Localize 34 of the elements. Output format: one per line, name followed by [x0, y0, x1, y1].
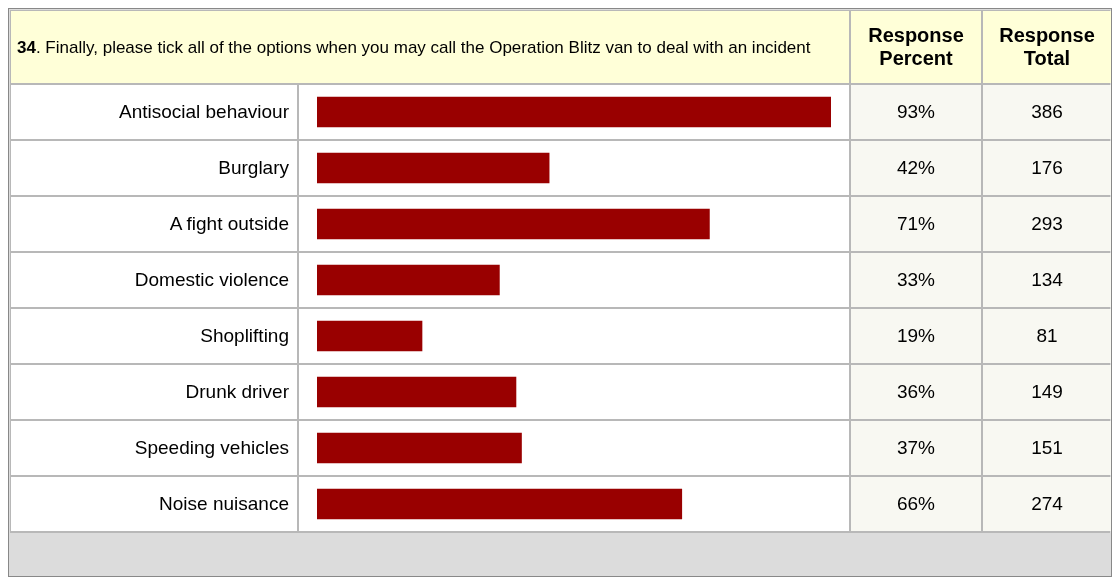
y-tick-label: A fight outside [11, 197, 297, 251]
bar [317, 488, 683, 520]
bar [317, 432, 522, 464]
data-label: 93% [851, 85, 981, 139]
text: 134 [983, 253, 1111, 307]
y-tick-label: Burglary [11, 141, 297, 195]
y-tick-label: Speeding vehicles [11, 421, 297, 475]
data-label: 37% [851, 421, 981, 475]
text: 386 [983, 85, 1111, 139]
bar [317, 208, 710, 240]
text: 151 [983, 421, 1111, 475]
bar [317, 152, 550, 184]
chart-title: 34. Finally, please tick all of the options when you may call the Operation Blitz van to deal with an incident [17, 36, 811, 59]
bar [317, 264, 500, 296]
data-label: 36% [851, 365, 981, 419]
y-tick-label: Shoplifting [11, 309, 297, 363]
y-tick-label: Domestic violence [11, 253, 297, 307]
text: 149 [983, 365, 1111, 419]
data-label: 42% [851, 141, 981, 195]
y-tick-label: Noise nuisance [11, 477, 297, 531]
y-tick-label: Antisocial behaviour [11, 85, 297, 139]
text: 176 [983, 141, 1111, 195]
data-label: 19% [851, 309, 981, 363]
bar [317, 320, 423, 352]
data-label: 66% [851, 477, 981, 531]
text: Response Percent [867, 24, 965, 70]
data-label: 71% [851, 197, 981, 251]
text: Response Total [998, 24, 1096, 70]
text: 81 [983, 309, 1111, 363]
text: 274 [983, 477, 1111, 531]
y-tick-label: Drunk driver [11, 365, 297, 419]
data-label: 33% [851, 253, 981, 307]
bar [317, 376, 517, 408]
text: 293 [983, 197, 1111, 251]
